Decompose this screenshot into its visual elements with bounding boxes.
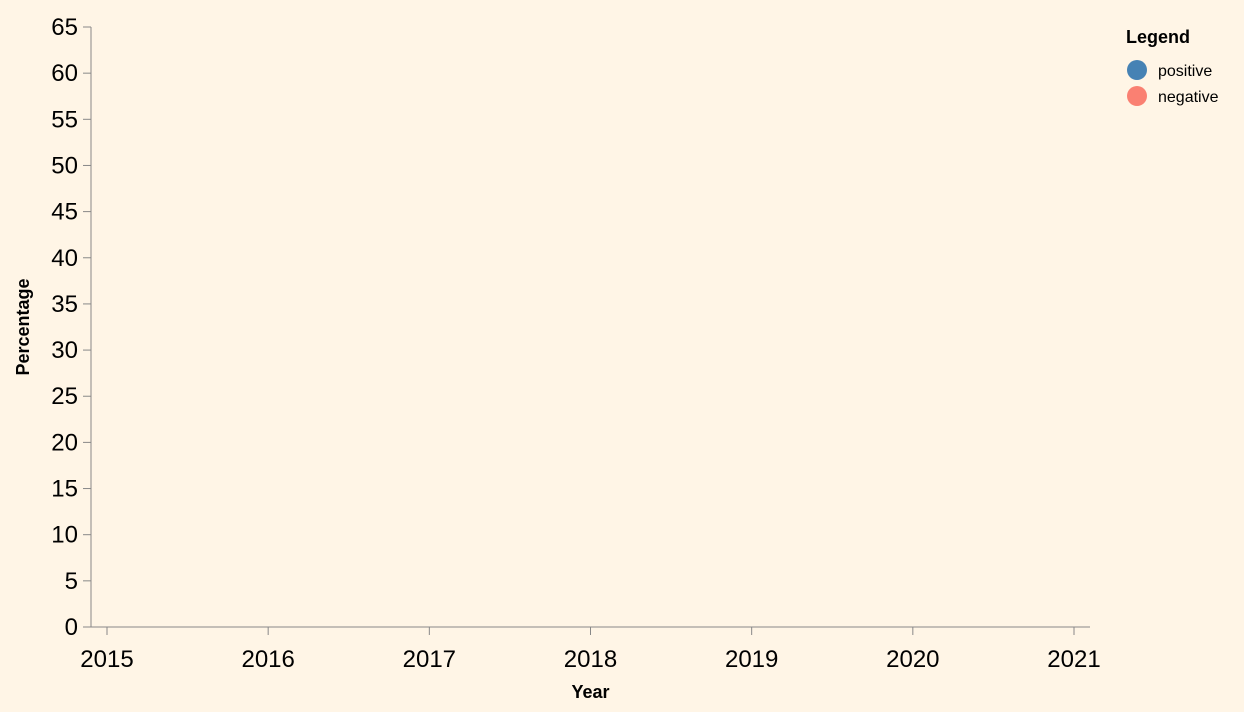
x-tick-label: 2019	[725, 646, 778, 673]
y-tick-label: 60	[51, 60, 78, 87]
y-tick-label: 50	[51, 152, 78, 179]
y-tick-label: 40	[51, 245, 78, 272]
y-tick-label: 5	[65, 568, 78, 595]
legend-label-negative: negative	[1158, 89, 1219, 106]
y-tick-label: 25	[51, 383, 78, 410]
x-axis-ticks: 2015 2016 2017 2018 2019 2020 2021	[80, 627, 1101, 673]
y-axis: 0 5 10 15 20 25 30 35 40 45 50 55 60 65	[51, 14, 92, 641]
x-tick-label: 2016	[241, 646, 294, 673]
x-axis: 2015 2016 2017 2018 2019 2020 2021	[80, 626, 1101, 673]
legend-symbol-negative	[1127, 86, 1147, 106]
legend-entries: positive negative	[1127, 60, 1219, 106]
legend-label-positive: positive	[1158, 63, 1212, 80]
legend: Legend positive negative	[1126, 27, 1219, 106]
x-tick-label: 2015	[80, 646, 133, 673]
y-axis-title: Percentage	[13, 278, 33, 375]
x-tick-label: 2017	[403, 646, 456, 673]
y-tick-label: 10	[51, 522, 78, 549]
y-tick-label: 65	[51, 14, 78, 41]
x-tick-label: 2018	[564, 646, 617, 673]
y-tick-label: 0	[65, 614, 78, 641]
y-tick-label: 30	[51, 337, 78, 364]
y-tick-label: 20	[51, 429, 78, 456]
x-axis-title: Year	[571, 682, 609, 702]
y-tick-label: 35	[51, 291, 78, 318]
y-axis-ticks: 0 5 10 15 20 25 30 35 40 45 50 55 60 65	[51, 14, 91, 641]
legend-title: Legend	[1126, 27, 1190, 47]
y-tick-label: 55	[51, 106, 78, 133]
x-tick-label: 2020	[886, 646, 939, 673]
legend-symbol-positive	[1127, 60, 1147, 80]
y-tick-label: 45	[51, 199, 78, 226]
x-tick-label: 2021	[1047, 646, 1100, 673]
y-tick-label: 15	[51, 476, 78, 503]
